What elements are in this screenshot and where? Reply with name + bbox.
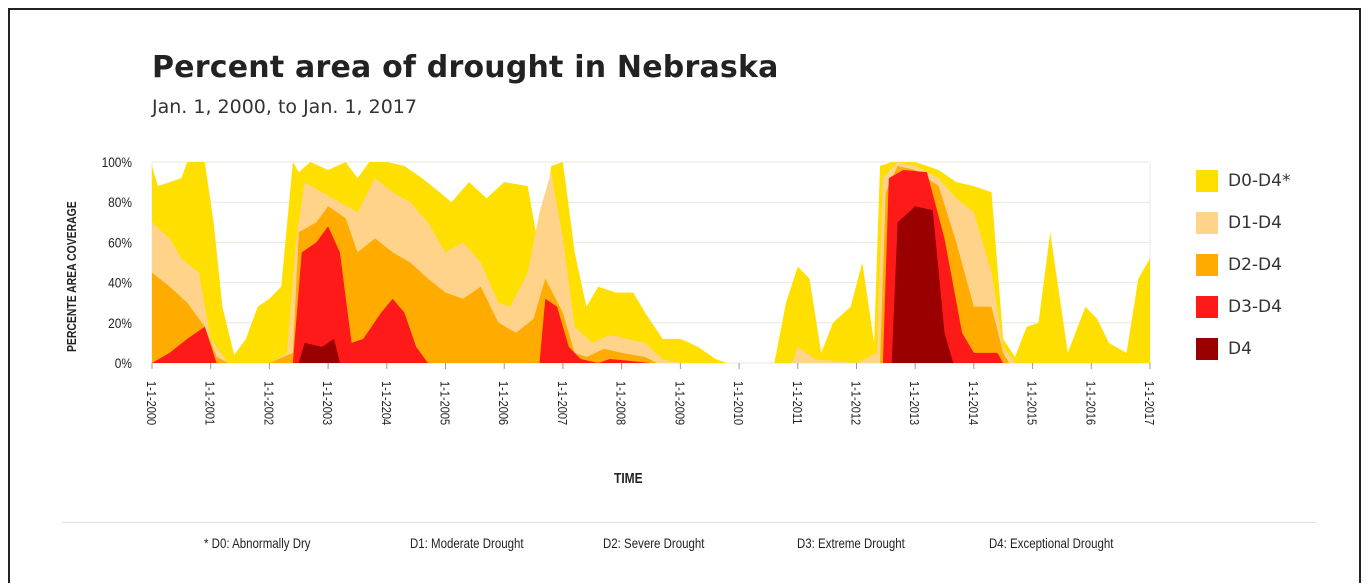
y-tick-label: 100% — [102, 154, 133, 170]
legend-swatch — [1196, 296, 1218, 318]
x-tick-label: 1-1-2204 — [379, 381, 394, 425]
x-tick-label: 1-1-2009 — [672, 381, 687, 425]
x-tick-label: 1-1-2003 — [320, 381, 335, 425]
footnote-d1: D1: Moderate Drought — [410, 535, 524, 551]
legend-swatch — [1196, 338, 1218, 360]
footnote-d2: D2: Severe Drought — [603, 535, 705, 551]
legend-item: D1-D4 — [1196, 202, 1290, 244]
chart-title: Percent area of drought in Nebraska — [152, 50, 779, 85]
legend-swatch — [1196, 170, 1218, 192]
chart-subtitle: Jan. 1, 2000, to Jan. 1, 2017 — [152, 96, 417, 118]
footnotes: * D0: Abnormally Dry D1: Moderate Drough… — [0, 535, 1372, 555]
y-axis-title: PERCENTE AREA COVERAGE — [64, 201, 79, 352]
footnote-divider — [62, 522, 1316, 523]
x-tick-label: 1-1-2001 — [202, 381, 217, 425]
x-axis-title: TIME — [614, 470, 643, 487]
x-tick-label: 1-1-2000 — [144, 381, 159, 425]
y-tick-label: 60% — [108, 234, 132, 250]
y-tick-label: 40% — [108, 275, 132, 291]
x-tick-label: 1-1-2015 — [1024, 381, 1039, 425]
x-tick-label: 1-1-2007 — [555, 381, 570, 425]
x-tick-label: 1-1-2008 — [613, 381, 628, 425]
chart-legend: D0-D4* D1-D4 D2-D4 D3-D4 D4 — [1196, 160, 1290, 370]
legend-label: D4 — [1228, 339, 1252, 359]
legend-label: D0-D4* — [1228, 171, 1291, 191]
chart-frame — [8, 8, 1361, 583]
legend-swatch — [1196, 212, 1218, 234]
legend-item: D0-D4* — [1196, 160, 1290, 202]
y-tick-label: 20% — [108, 315, 132, 331]
area-series-d4 — [152, 206, 1150, 363]
legend-label: D3-D4 — [1228, 297, 1282, 317]
x-tick-label: 1-1-2005 — [437, 381, 452, 425]
x-tick-label: 1-1-2014 — [966, 381, 981, 425]
x-tick-label: 1-1-2013 — [907, 381, 922, 425]
legend-label: D2-D4 — [1228, 255, 1282, 275]
legend-item: D3-D4 — [1196, 286, 1290, 328]
x-tick-label: 1-1-2011 — [790, 381, 805, 425]
x-tick-label: 1-1-2016 — [1083, 381, 1098, 425]
legend-swatch — [1196, 254, 1218, 276]
legend-item: D4 — [1196, 328, 1290, 370]
footnote-d3: D3: Extreme Drought — [797, 535, 905, 551]
y-tick-label: 0% — [115, 355, 133, 371]
x-tick-label: 1-1-2017 — [1142, 381, 1157, 425]
legend-item: D2-D4 — [1196, 244, 1290, 286]
x-tick-label: 1-1-2002 — [261, 381, 276, 425]
legend-label: D1-D4 — [1228, 213, 1282, 233]
footnote-d4: D4: Exceptional Drought — [989, 535, 1114, 551]
y-tick-label: 80% — [108, 194, 132, 210]
x-tick-label: 1-1-2006 — [496, 381, 511, 425]
footnote-d0: * D0: Abnormally Dry — [204, 535, 311, 551]
x-tick-label: 1-1-2010 — [731, 381, 746, 425]
x-tick-label: 1-1-2012 — [848, 381, 863, 425]
